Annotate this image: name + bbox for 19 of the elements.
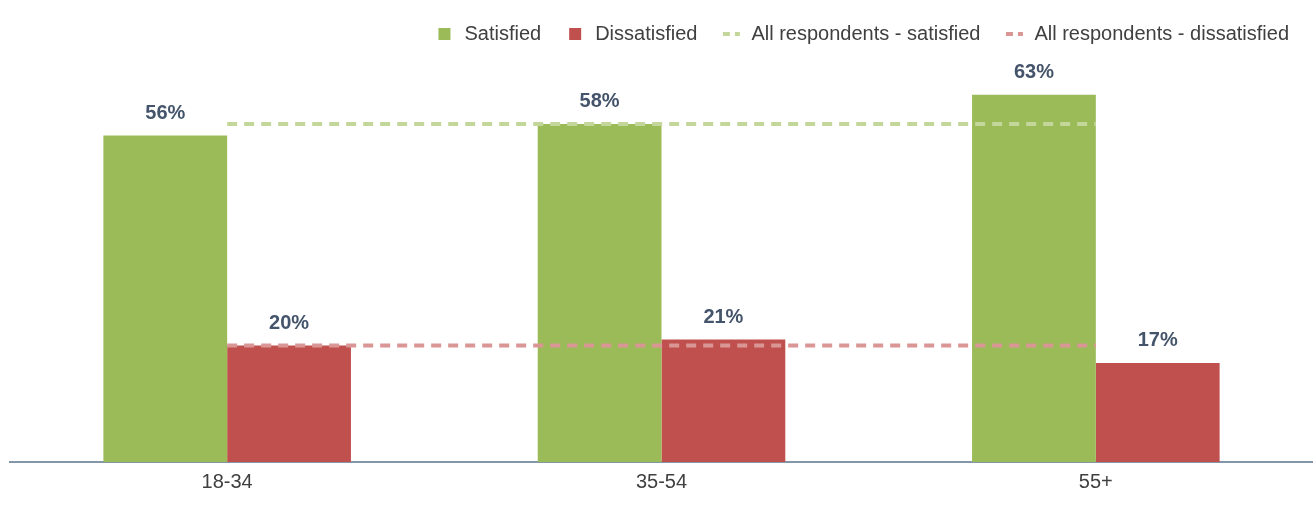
legend-label: Dissatisfied — [595, 21, 698, 44]
bar — [227, 345, 351, 462]
bar — [661, 339, 786, 462]
data-label: 56% — [145, 101, 186, 124]
data-label: 63% — [1013, 60, 1055, 83]
data-label: 58% — [579, 89, 620, 112]
data-label: 21% — [703, 305, 744, 328]
bar — [103, 135, 228, 462]
x-tick-label: 55+ — [1078, 469, 1113, 492]
bar — [537, 123, 662, 462]
legend-label: Satisfied — [464, 21, 542, 44]
x-tick-label: 35-54 — [635, 469, 688, 492]
bar — [972, 94, 1096, 462]
legend-label: All respondents - satisfied — [751, 21, 981, 44]
data-label: 20% — [269, 310, 310, 333]
legend-label: All respondents - dissatisfied — [1034, 21, 1290, 44]
bar — [1095, 362, 1220, 462]
data-label: 17% — [1137, 328, 1178, 351]
x-tick-label: 18-34 — [201, 469, 253, 492]
